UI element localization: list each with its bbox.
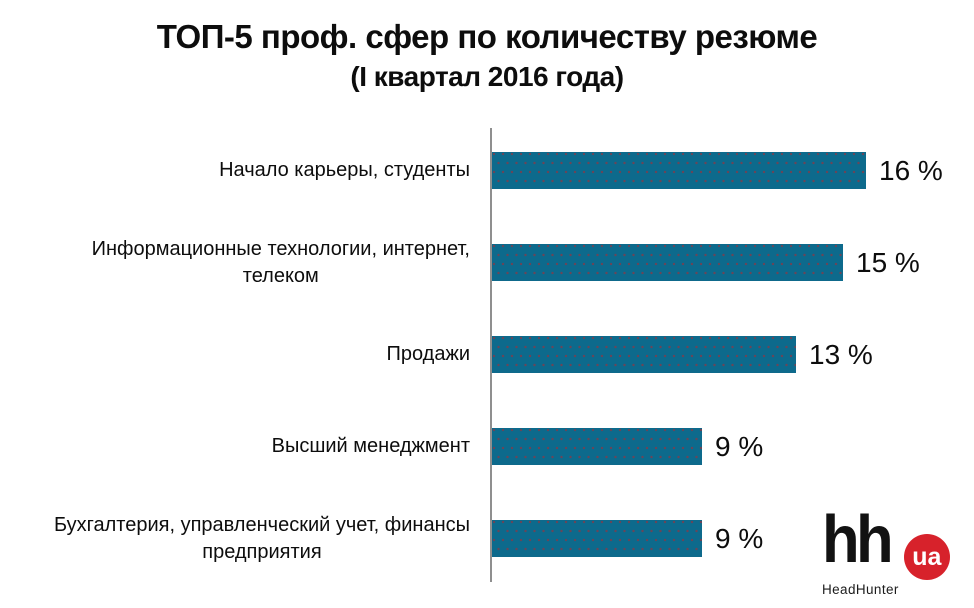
category-label: Информационные технологии, интернет, тел… xyxy=(0,223,470,303)
headhunter-logo: hh ua HeadHunter xyxy=(822,502,962,597)
category-label: Высший менеджмент xyxy=(0,407,470,487)
bar xyxy=(492,244,843,281)
bar xyxy=(492,428,702,465)
logo-hh-text: hh xyxy=(822,502,894,577)
headhunter-logo-row: hh ua xyxy=(822,502,962,580)
bar-value-label: 9 % xyxy=(715,430,764,462)
bar xyxy=(492,152,866,189)
chart-header: ТОП-5 проф. сфер по количеству резюме (I… xyxy=(0,16,974,96)
category-label-text: Начало карьеры, студенты xyxy=(219,159,470,181)
bar-value-label: 16 % xyxy=(879,154,943,186)
chart-subtitle: (I квартал 2016 года) xyxy=(350,61,624,92)
category-label-text: Бухгалтерия, управленческий учет, финанс… xyxy=(53,513,470,563)
bar xyxy=(492,520,702,557)
bar xyxy=(492,336,796,373)
logo-ua-badge: ua xyxy=(903,534,950,580)
category-label: Продажи xyxy=(0,315,470,395)
bar-value-label: 13 % xyxy=(809,338,873,370)
chart-title: ТОП-5 проф. сфер по количеству резюме xyxy=(156,18,818,55)
bar-value-label: 15 % xyxy=(856,246,920,278)
category-label: Начало карьеры, студенты xyxy=(0,131,470,211)
category-label-text: Продажи xyxy=(386,343,470,365)
logo-caption: HeadHunter xyxy=(822,582,899,597)
y-axis-line xyxy=(490,128,492,582)
bar-value-label: 9 % xyxy=(715,522,764,554)
category-label-text: Информационные технологии, интернет, тел… xyxy=(91,237,470,287)
category-label: Бухгалтерия, управленческий учет, финанс… xyxy=(0,499,470,579)
category-label-text: Высший менеджмент xyxy=(271,435,470,457)
